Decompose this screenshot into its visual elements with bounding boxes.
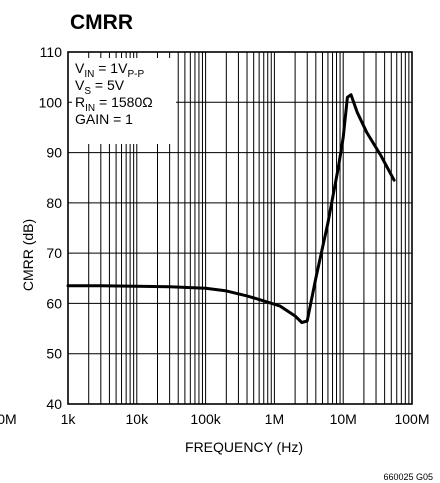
y-tick-label: 80	[46, 195, 62, 211]
x-tick-label: 10k	[126, 411, 150, 427]
x-tick-label: 100M	[0, 411, 17, 427]
y-tick-label: 60	[46, 295, 62, 311]
condition-text: RIN = 1580Ω	[75, 94, 153, 114]
x-tick-label: 100k	[190, 411, 221, 427]
y-tick-label: 100	[39, 94, 63, 110]
x-axis-label: FREQUENCY (Hz)	[185, 439, 303, 455]
y-tick-label: 40	[46, 396, 62, 412]
x-tick-label: 1M	[265, 411, 284, 427]
chart-title: CMRR	[70, 11, 133, 34]
cmrr-curve	[66, 93, 396, 324]
condition-text: VIN = 1VP-P	[75, 60, 144, 80]
plot-frame	[67, 51, 413, 405]
y-tick-label: 70	[46, 245, 62, 261]
x-tick-label: 100M	[394, 411, 429, 427]
condition-text: VS = 5V	[75, 77, 125, 97]
x-tick-label: 1k	[61, 411, 77, 427]
y-tick-label: 90	[46, 145, 62, 161]
condition-text: GAIN = 1	[75, 111, 133, 127]
conditions-box	[72, 58, 176, 144]
y-tick-label: 110	[40, 44, 63, 60]
x-tick-label: 10M	[330, 411, 357, 427]
y-tick-label: 50	[46, 346, 62, 362]
y-axis-label: CMRR (dB)	[20, 219, 36, 291]
figure-code: 660025 G05	[383, 472, 433, 482]
